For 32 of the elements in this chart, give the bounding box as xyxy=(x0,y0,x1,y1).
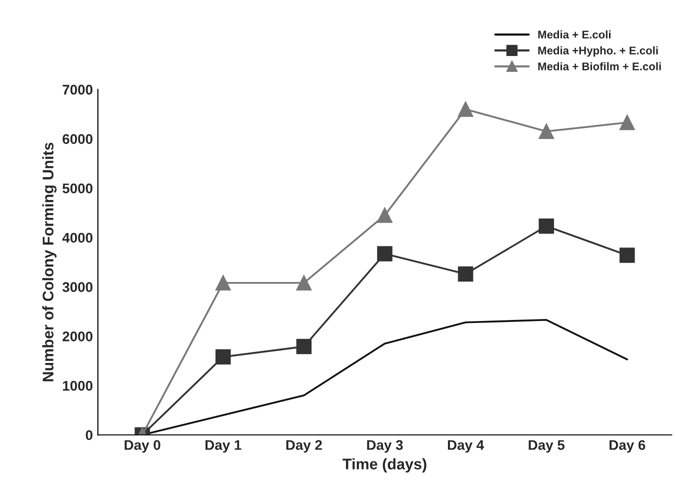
y-tick-label: 4000 xyxy=(62,232,92,243)
x-tick-label: Day 1 xyxy=(206,440,242,453)
point xyxy=(620,248,635,263)
legend-label: Media + E.coli xyxy=(538,30,611,39)
point xyxy=(377,246,392,262)
y-tick-label: 2000 xyxy=(62,332,92,342)
y-tick-label: 5000 xyxy=(62,183,92,194)
point xyxy=(296,275,312,291)
x-tick-label: Day 3 xyxy=(367,440,403,453)
y-tick-label: 3000 xyxy=(62,282,92,292)
point xyxy=(296,338,312,354)
y-tick-label: 0 xyxy=(86,430,92,440)
legend-label: Media +Hypho. + E.coli xyxy=(538,46,658,57)
x-tick-label: Day 6 xyxy=(610,440,646,453)
point xyxy=(215,349,231,365)
point xyxy=(538,218,554,234)
x-tick-label: Day 4 xyxy=(448,440,484,453)
x-tick-label: Day 0 xyxy=(124,440,160,453)
y-axis-title: Number of Colony Forming Units xyxy=(42,142,57,382)
point xyxy=(458,102,474,117)
y-tick-label: 1000 xyxy=(62,380,92,391)
point xyxy=(538,124,554,140)
y-tick-label: 7000 xyxy=(62,84,92,95)
point xyxy=(215,275,231,291)
x-tick-label: Day 5 xyxy=(528,440,565,453)
legend-label: Media + Biofilm + E.coli xyxy=(538,62,661,70)
x-tick-label: Day 2 xyxy=(286,440,322,453)
x-axis-title: Time (days) xyxy=(342,458,426,472)
point xyxy=(458,266,474,282)
point xyxy=(620,114,635,130)
y-tick-label: 6000 xyxy=(62,134,92,144)
point xyxy=(377,208,392,223)
